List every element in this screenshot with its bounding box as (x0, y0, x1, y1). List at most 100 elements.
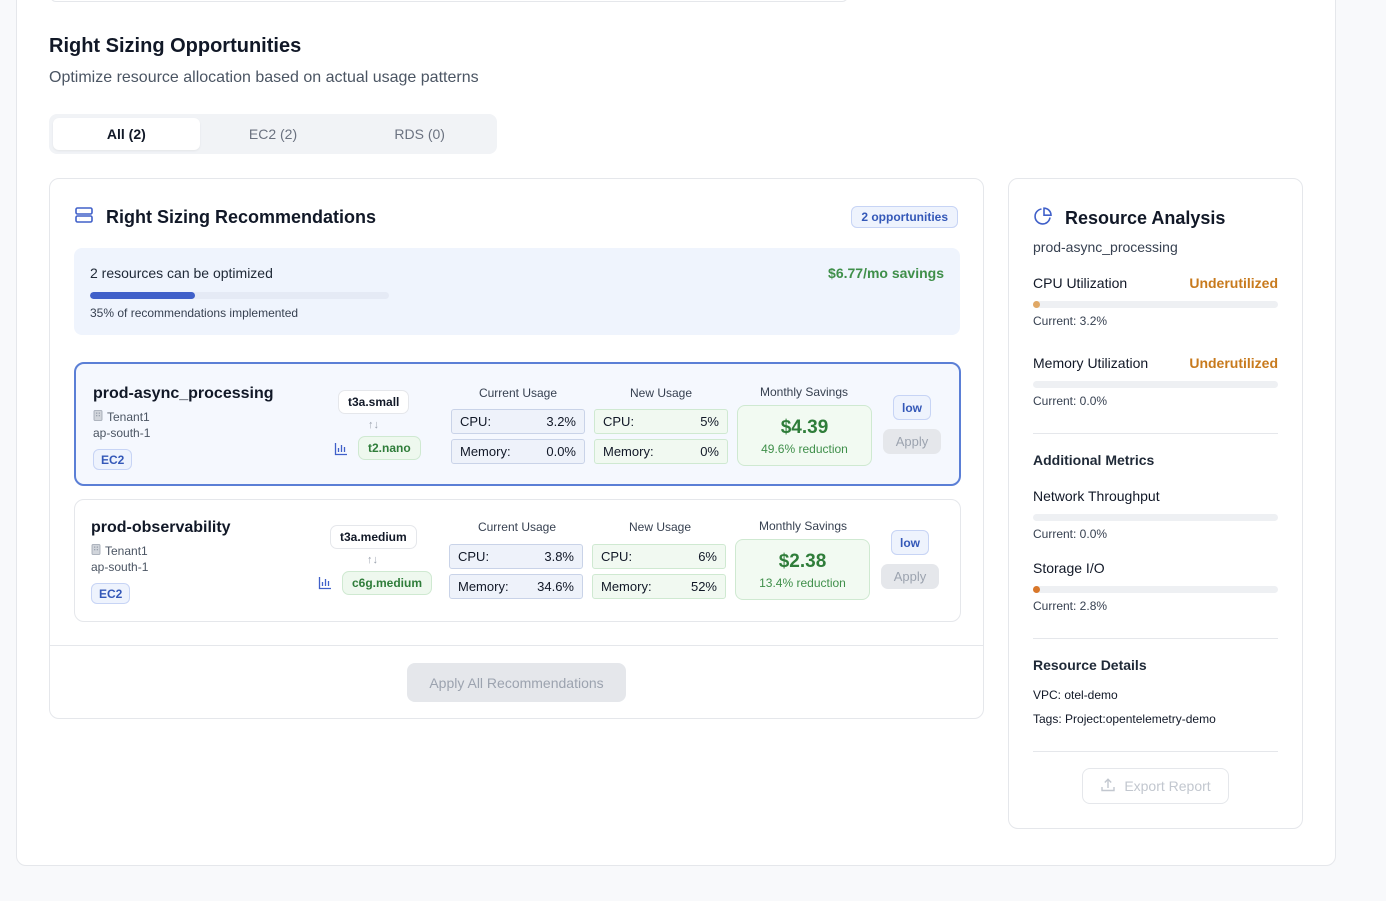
swap-arrows-icon: ↑↓ (368, 419, 379, 431)
savings-reduction: 13.4% reduction (759, 576, 846, 590)
summary-text: 2 resources can be optimized (90, 265, 273, 281)
recommended-instance-type: t2.nano (358, 436, 421, 460)
filter-tabs: All (2) EC2 (2) RDS (0) (49, 114, 497, 154)
building-icon (93, 410, 103, 424)
savings-reduction: 49.6% reduction (761, 442, 848, 456)
new-cpu-row: CPU: 5% (594, 409, 728, 434)
service-badge: EC2 (91, 583, 131, 604)
summary-savings: $6.77/mo savings (828, 265, 944, 281)
section-divider (1033, 638, 1278, 639)
tenant-label: Tenant1 (105, 544, 148, 558)
memory-label: Memory: (460, 444, 511, 459)
new-usage-header: New Usage (628, 520, 692, 534)
apply-button[interactable]: Apply (883, 429, 941, 454)
current-memory-value: 34.6% (537, 579, 574, 594)
apply-all-button[interactable]: Apply All Recommendations (407, 663, 626, 702)
resource-name: prod-async_processing (93, 385, 274, 402)
resource-region: ap-south-1 (91, 560, 149, 574)
additional-metrics-title: Additional Metrics (1033, 452, 1155, 468)
monthly-savings-header: Monthly Savings (759, 385, 849, 399)
current-usage-header: Current Usage (478, 386, 558, 400)
tab-all[interactable]: All (2) (53, 118, 200, 150)
cpu-label: CPU: (603, 414, 635, 429)
implementation-progress-fill (90, 292, 195, 299)
memory-utilization-label: Memory Utilization (1033, 355, 1149, 371)
previous-section-edge (50, 0, 848, 2)
current-cpu-row: CPU: 3.8% (449, 544, 583, 569)
apply-button[interactable]: Apply (881, 564, 939, 589)
cpu-utilization-fill (1033, 301, 1040, 308)
tab-rds[interactable]: RDS (0) (394, 126, 445, 142)
resource-card[interactable]: prod-async_processing Tenant1 ap-south-1… (74, 362, 961, 486)
storage-current-value: Current: 2.8% (1033, 599, 1108, 613)
tab-ec2[interactable]: EC2 (2) (248, 126, 298, 142)
new-usage-header: New Usage (629, 386, 693, 400)
recommendations-card: Right Sizing Recommendations 2 opportuni… (49, 178, 984, 719)
current-instance-type: t3a.small (338, 390, 410, 414)
savings-box: $2.38 13.4% reduction (735, 539, 870, 600)
cpu-label: CPU: (458, 549, 490, 564)
recommended-instance-type: c6g.medium (342, 571, 433, 595)
recommendations-title: Right Sizing Recommendations (106, 207, 377, 227)
swap-arrows-icon: ↑↓ (367, 554, 378, 566)
summary-note: 35% of recommendations implemented (90, 306, 299, 320)
network-throughput-bar (1033, 514, 1278, 521)
recommendations-header: Right Sizing Recommendations (74, 205, 376, 230)
memory-label: Memory: (601, 579, 652, 594)
resource-region: ap-south-1 (93, 426, 151, 440)
new-memory-row: Memory: 0% (594, 439, 728, 464)
current-instance-type: t3a.medium (330, 525, 417, 549)
tenant-label: Tenant1 (107, 410, 150, 424)
server-stack-icon (74, 205, 94, 230)
priority-badge: low (891, 530, 929, 555)
cpu-label: CPU: (460, 414, 492, 429)
current-cpu-row: CPU: 3.2% (451, 409, 585, 434)
savings-amount: $4.39 (780, 417, 829, 438)
current-memory-row: Memory: 34.6% (449, 574, 583, 599)
new-cpu-row: CPU: 6% (592, 544, 726, 569)
memory-label: Memory: (603, 444, 654, 459)
resource-tenant: Tenant1 (93, 410, 150, 424)
resource-tenant: Tenant1 (91, 544, 148, 558)
storage-io-bar (1033, 586, 1278, 593)
page-title: Right Sizing Opportunities (49, 35, 302, 57)
bar-chart-icon[interactable] (318, 576, 332, 595)
cpu-status: Underutilized (1189, 275, 1278, 291)
new-memory-value: 0% (700, 444, 719, 459)
resource-name: prod-observability (91, 519, 231, 536)
savings-amount: $2.38 (778, 551, 827, 572)
bar-chart-icon[interactable] (334, 442, 348, 461)
memory-label: Memory: (458, 579, 509, 594)
section-divider (1033, 751, 1278, 752)
upload-icon (1100, 777, 1116, 796)
network-current-value: Current: 0.0% (1033, 527, 1108, 541)
storage-io-label: Storage I/O (1033, 560, 1105, 576)
cpu-utilization-bar (1033, 301, 1278, 308)
new-memory-value: 52% (690, 579, 717, 594)
current-memory-row: Memory: 0.0% (451, 439, 585, 464)
monthly-savings-header: Monthly Savings (758, 519, 848, 533)
resource-details-title: Resource Details (1033, 657, 1147, 673)
tags-detail: Tags: Project:opentelemetry-demo (1033, 712, 1216, 726)
new-memory-row: Memory: 52% (592, 574, 726, 599)
export-report-label: Export Report (1124, 778, 1211, 794)
current-usage-header: Current Usage (477, 520, 557, 534)
page-subtitle: Optimize resource allocation based on ac… (49, 69, 479, 86)
current-cpu-value: 3.2% (546, 414, 576, 429)
memory-current-value: Current: 0.0% (1033, 394, 1108, 408)
pie-chart-icon (1033, 206, 1053, 231)
memory-status: Underutilized (1189, 355, 1278, 371)
analysis-title: Resource Analysis (1065, 208, 1226, 228)
vpc-detail: VPC: otel-demo (1033, 688, 1118, 702)
current-memory-value: 0.0% (546, 444, 576, 459)
footer-divider (50, 645, 983, 646)
implementation-progress-bar (90, 292, 389, 299)
storage-io-fill (1033, 586, 1040, 593)
resource-card[interactable]: prod-observability Tenant1 ap-south-1 EC… (74, 499, 961, 622)
network-throughput-label: Network Throughput (1033, 488, 1160, 504)
cpu-utilization-label: CPU Utilization (1033, 275, 1128, 291)
export-report-button[interactable]: Export Report (1082, 768, 1229, 804)
priority-badge: low (893, 395, 931, 420)
new-cpu-value: 5% (700, 414, 719, 429)
cpu-current-value: Current: 3.2% (1033, 314, 1108, 328)
